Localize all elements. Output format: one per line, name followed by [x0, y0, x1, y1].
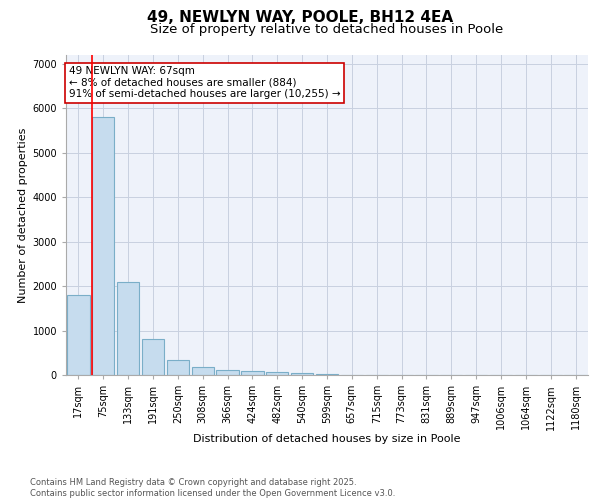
Bar [191, 366, 214, 375]
Bar [217, 370, 239, 375]
Bar [67, 295, 89, 375]
Bar [316, 374, 338, 375]
Bar [241, 372, 263, 375]
Text: Contains HM Land Registry data © Crown copyright and database right 2025.
Contai: Contains HM Land Registry data © Crown c… [30, 478, 395, 498]
Bar [117, 282, 139, 375]
Bar [291, 373, 313, 375]
Title: Size of property relative to detached houses in Poole: Size of property relative to detached ho… [151, 23, 503, 36]
Bar [142, 338, 164, 375]
Bar [167, 360, 189, 375]
Y-axis label: Number of detached properties: Number of detached properties [18, 128, 28, 302]
Bar [266, 372, 289, 375]
Bar [92, 117, 115, 375]
Text: 49 NEWLYN WAY: 67sqm
← 8% of detached houses are smaller (884)
91% of semi-detac: 49 NEWLYN WAY: 67sqm ← 8% of detached ho… [68, 66, 340, 100]
X-axis label: Distribution of detached houses by size in Poole: Distribution of detached houses by size … [193, 434, 461, 444]
Text: 49, NEWLYN WAY, POOLE, BH12 4EA: 49, NEWLYN WAY, POOLE, BH12 4EA [147, 10, 453, 25]
